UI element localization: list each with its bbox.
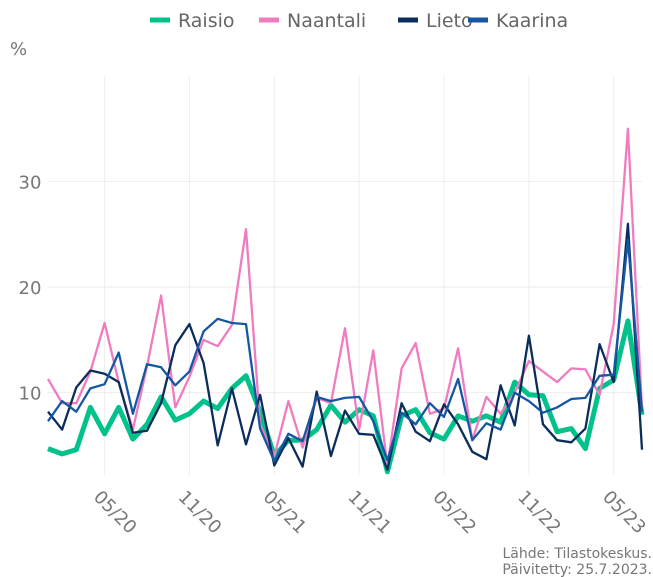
legend-label: Naantali <box>287 10 366 32</box>
x-tick-label: 05/20 <box>89 487 141 539</box>
x-tick-label: 05/21 <box>259 487 311 539</box>
x-tick-label: 05/22 <box>428 487 480 539</box>
y-tick-label: 30 <box>19 173 42 194</box>
x-tick-label: 11/21 <box>344 487 396 539</box>
y-tick-label: 10 <box>19 384 42 405</box>
legend-label: Raisio <box>178 10 235 32</box>
y-tick-label: 20 <box>19 278 42 299</box>
x-tick-label: 05/23 <box>598 487 650 539</box>
line <box>47 238 644 463</box>
line <box>47 222 644 471</box>
x-tick-label: 11/22 <box>513 487 565 539</box>
legend-label: Lieto <box>426 10 473 32</box>
y-axis-label: % <box>10 39 27 60</box>
legend-label: Kaarina <box>496 10 568 32</box>
updated: Päivitetty: 25.7.2023. <box>502 562 652 577</box>
x-tick-label: 11/20 <box>174 487 226 539</box>
line <box>47 318 645 475</box>
source: Lähde: Tilastokeskus. <box>502 546 652 562</box>
